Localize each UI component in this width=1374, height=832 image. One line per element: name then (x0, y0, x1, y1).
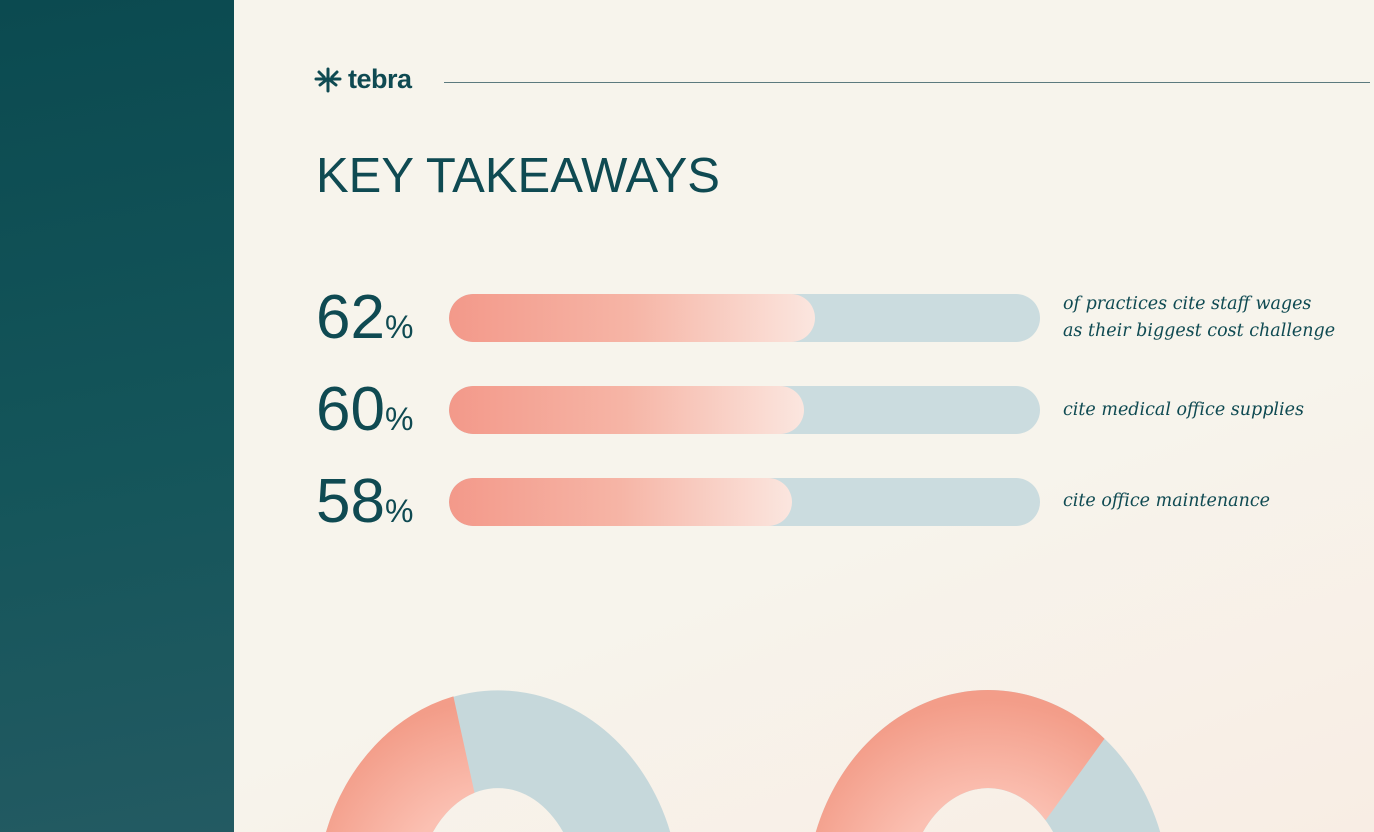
donut-segment (326, 696, 475, 832)
stat-description: of practices cite staff wages as their bi… (1063, 294, 1336, 341)
stat-row: 58% cite office maintenance (316, 467, 1356, 538)
progress-bar (449, 386, 1040, 434)
stat-value: 58% (316, 467, 414, 536)
progress-bar (449, 478, 1040, 526)
donut-segment (815, 690, 1105, 832)
page-title: KEY TAKEAWAYS (316, 149, 720, 203)
sidebar-panel (0, 0, 234, 832)
header-divider (444, 82, 1370, 83)
brand-name: tebra (348, 64, 412, 94)
stat-value: 62% (316, 283, 414, 352)
brand-logo: tebra (314, 64, 412, 95)
donut-chart-left (326, 690, 671, 832)
progress-fill (449, 478, 792, 526)
progress-bar (449, 294, 1040, 342)
stat-row: 62% of practices cite staff wages as thei… (316, 283, 1356, 354)
progress-fill (449, 386, 804, 434)
stat-row: 60% cite medical office supplies (316, 375, 1356, 446)
stat-description: cite medical office supplies (1063, 400, 1304, 420)
tebra-tree-icon (314, 67, 342, 92)
progress-fill (449, 294, 816, 342)
stat-value: 60% (316, 375, 414, 444)
donut-chart-right (815, 689, 1161, 832)
stat-description: cite office maintenance (1063, 491, 1271, 511)
